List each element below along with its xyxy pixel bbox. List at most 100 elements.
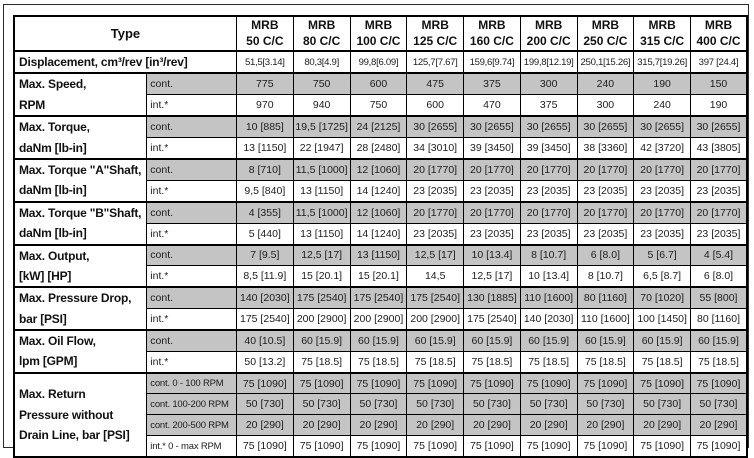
value-cell: 24 [2125] <box>349 115 408 139</box>
column-header-line: MRB <box>307 17 336 32</box>
value-cell: 23 [2035] <box>463 222 521 246</box>
value-cell: 12,5 [17] <box>292 243 351 267</box>
value-cell: 39 [3450] <box>519 137 578 160</box>
column-header-line: MRB <box>421 17 449 32</box>
column-header-line: MRB <box>591 17 620 32</box>
value-cell: 20 [1770] <box>633 200 691 224</box>
value-cell: 20 [290] <box>519 414 578 437</box>
value-cell: 75 [18.5] <box>292 350 351 374</box>
value-cell: 8 [10.7] <box>519 243 578 267</box>
row-sublabel: int.* <box>146 179 237 203</box>
value-cell: 20 [290] <box>463 414 521 437</box>
value-cell: 75 [18.5] <box>463 350 521 374</box>
row-label-line: Displacement, cm³/rev [in³/rev] <box>19 55 188 69</box>
value-cell: 300 <box>519 72 578 96</box>
row-sublabel: int.* <box>146 308 237 331</box>
value-cell: 200 [2900] <box>292 308 351 331</box>
value-cell: 20 [1770] <box>633 157 691 181</box>
value-cell: 13 [1150] <box>292 222 351 246</box>
value-cell: 50 [730] <box>633 393 691 416</box>
column-header-line: MRB <box>648 17 676 32</box>
column-header-125: MRB 125 C/C <box>406 15 465 52</box>
value-cell: 75 [18.5] <box>349 350 408 374</box>
column-header-50: MRB 50 C/C <box>235 15 294 52</box>
value-cell: 375 <box>463 72 521 96</box>
value-cell: 75 [1090] <box>235 371 294 395</box>
value-cell: 199,8[12.19] <box>519 49 578 74</box>
value-cell: 75 [18.5] <box>633 350 691 374</box>
value-cell: 750 <box>349 94 408 117</box>
row-label: Max. Pressure Drop, bar [PSI] <box>13 286 148 331</box>
value-cell: 175 [2540] <box>349 286 408 310</box>
value-cell: 397 [24.4] <box>690 49 748 74</box>
table-row: int.* 50 [13.2] 75 [18.5] 75 [18.5] 75 [18.5… <box>14 350 748 374</box>
value-cell: 6 [8.0] <box>576 243 635 267</box>
value-cell: 600 <box>349 72 408 96</box>
row-sublabel: cont. 0 - 100 RPM <box>146 371 237 395</box>
value-cell: 50 [730] <box>690 393 748 416</box>
value-cell: 750 <box>292 72 351 96</box>
column-header-line: 100 C/C <box>356 33 401 48</box>
column-header-400: MRB 400 C/C <box>690 15 748 52</box>
value-cell: 20 [290] <box>690 414 748 437</box>
table-row: int.* 8,5 [11.9] 15 [20.1] 15 [20.1] 14,5 12,… <box>14 265 748 288</box>
value-cell: 19,5 [1725] <box>292 115 351 139</box>
value-cell: 23 [2035] <box>576 179 635 203</box>
value-cell: 13 [1150] <box>292 179 351 203</box>
value-cell: 20 [1770] <box>576 200 635 224</box>
value-cell: 70 [1020] <box>633 286 691 310</box>
value-cell: 100 [1450] <box>633 308 691 331</box>
table-row: Max. Oil Flow, lpm [GPM] cont. 40 [10.5] 60 … <box>13 329 748 374</box>
value-cell: 50 [730] <box>576 393 635 416</box>
value-cell: 75 [1090] <box>576 371 635 395</box>
value-cell: 110 [1600] <box>519 286 578 310</box>
value-cell: 30 [2655] <box>690 115 748 139</box>
value-cell: 12 [1060] <box>349 157 408 181</box>
value-cell: 75 [1090] <box>292 371 351 395</box>
value-cell: 75 [1090] <box>576 435 635 458</box>
value-cell: 6 [8.0] <box>690 265 748 288</box>
value-cell: 75 [1090] <box>406 371 465 395</box>
value-cell: 50 [730] <box>406 393 465 416</box>
value-cell: 775 <box>235 72 294 96</box>
row-label: Max. Return Pressure without Drain Line, b… <box>13 371 148 458</box>
value-cell: 23 [2035] <box>633 222 691 246</box>
value-cell: 75 [1090] <box>519 371 578 395</box>
value-cell: 75 [18.5] <box>690 350 748 374</box>
row-sublabel: cont. <box>146 115 237 139</box>
value-cell: 20 [1770] <box>576 157 635 181</box>
row-label-line: Pressure without <box>19 407 114 422</box>
value-cell: 12,5 [17] <box>463 265 521 288</box>
table-row: Max. Pressure Drop, bar [PSI] cont. 140 [20… <box>13 286 748 331</box>
value-cell: 75 [1090] <box>406 435 465 458</box>
row-label-line: lpm [GPM] <box>19 354 78 369</box>
spec-table: Type MRB 50 C/C MRB 80 C/C MRB 100 C/C MRB 125 C… <box>13 15 748 458</box>
value-cell: 190 <box>690 94 748 117</box>
value-cell: 60 [15.9] <box>576 329 635 352</box>
value-cell: 55 [800] <box>690 286 748 310</box>
column-header-200: MRB 200 C/C <box>519 15 578 52</box>
table-row: Max. Torque "B"Shaft, daNm [lb-in] cont. 4 … <box>13 200 748 246</box>
row-sublabel: int.* <box>146 350 237 374</box>
value-cell: 20 [290] <box>349 414 408 437</box>
header-row: Type MRB 50 C/C MRB 80 C/C MRB 100 C/C MRB 125 C… <box>13 15 748 52</box>
value-cell: 11,5 [1000] <box>292 157 351 181</box>
value-cell: 5 [6.7] <box>633 243 691 267</box>
value-cell: 23 [2035] <box>576 222 635 246</box>
value-cell: 75 [1090] <box>235 435 294 458</box>
value-cell: 300 <box>576 94 635 117</box>
value-cell: 140 [2030] <box>519 308 578 331</box>
value-cell: 315,7[19.26] <box>633 49 691 74</box>
value-cell: 12 [1060] <box>349 200 408 224</box>
value-cell: 175 [2540] <box>292 286 351 310</box>
row-label-line: Max. Torque "A"Shaft, <box>19 162 142 177</box>
value-cell: 99,8[6.09] <box>349 49 408 74</box>
value-cell: 43 [3805] <box>690 137 748 160</box>
value-cell: 200 [2900] <box>406 308 465 331</box>
column-header-line: MRB <box>535 17 563 32</box>
row-label-line: Max. Output, <box>19 248 90 263</box>
value-cell: 5 [440] <box>235 222 294 246</box>
value-cell: 75 [18.5] <box>519 350 578 374</box>
value-cell: 175 [2540] <box>406 286 465 310</box>
value-cell: 60 [15.9] <box>690 329 748 352</box>
